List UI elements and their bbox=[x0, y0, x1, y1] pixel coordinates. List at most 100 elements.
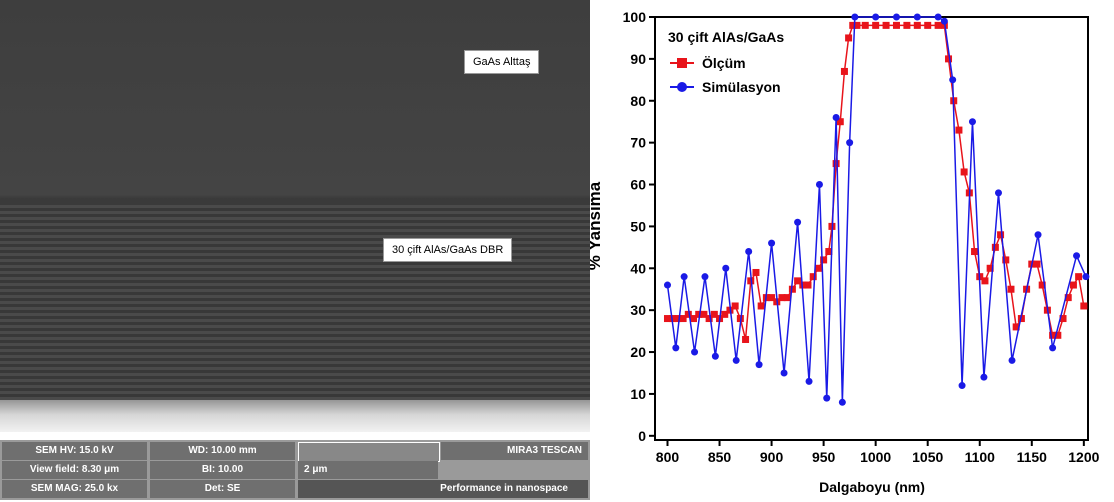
x-tick-label: 1100 bbox=[965, 449, 996, 465]
chart: % Yansıma Dalgaboyu (nm) 30 çift AlAs/Ga… bbox=[590, 9, 1100, 495]
marker bbox=[958, 382, 966, 390]
marker bbox=[832, 114, 840, 122]
marker bbox=[752, 268, 760, 276]
y-tick-label: 60 bbox=[630, 177, 646, 193]
marker bbox=[981, 277, 989, 285]
substrate-label: GaAs Alttaş bbox=[464, 50, 540, 74]
marker bbox=[721, 310, 729, 318]
marker bbox=[840, 67, 848, 75]
x-tick-label: 1050 bbox=[912, 449, 943, 465]
y-tick-label: 100 bbox=[623, 9, 647, 25]
marker bbox=[971, 248, 979, 256]
marker bbox=[892, 13, 900, 21]
marker bbox=[823, 394, 831, 402]
x-tick-label: 900 bbox=[760, 449, 784, 465]
marker bbox=[913, 13, 921, 21]
marker bbox=[845, 34, 853, 42]
marker bbox=[669, 315, 677, 323]
marker bbox=[684, 310, 692, 318]
marker bbox=[794, 277, 802, 285]
marker bbox=[1012, 323, 1020, 331]
marker bbox=[838, 398, 846, 406]
marker bbox=[997, 231, 1005, 239]
marker bbox=[832, 160, 840, 168]
marker bbox=[892, 21, 900, 29]
info-bar: SEM HV: 15.0 kV WD: 10.00 mm View field:… bbox=[0, 440, 590, 500]
y-tick-label: 80 bbox=[630, 93, 646, 109]
y-tick-label: 10 bbox=[630, 386, 646, 402]
brand: MIRA3 TESCAN bbox=[441, 442, 588, 460]
marker bbox=[711, 352, 719, 360]
marker bbox=[783, 294, 791, 302]
legend-marker bbox=[677, 58, 687, 68]
info-cell: View field: 8.30 μm bbox=[2, 461, 147, 479]
marker bbox=[701, 273, 709, 281]
marker bbox=[1038, 281, 1046, 289]
marker bbox=[705, 315, 713, 323]
marker bbox=[679, 315, 687, 323]
y-tick-label: 0 bbox=[638, 428, 646, 444]
marker bbox=[872, 21, 880, 29]
marker bbox=[778, 294, 786, 302]
marker bbox=[674, 315, 682, 323]
marker bbox=[1069, 281, 1077, 289]
slogan: Performance in nanospace bbox=[298, 480, 588, 498]
marker bbox=[882, 21, 890, 29]
marker bbox=[805, 377, 813, 385]
marker bbox=[980, 373, 988, 381]
marker bbox=[745, 248, 753, 256]
marker bbox=[672, 344, 680, 352]
marker bbox=[768, 294, 776, 302]
marker bbox=[814, 264, 822, 272]
legend-label: Ölçüm bbox=[702, 55, 746, 71]
marker bbox=[1059, 315, 1067, 323]
marker bbox=[968, 118, 976, 126]
marker bbox=[663, 281, 671, 289]
y-tick-label: 70 bbox=[630, 135, 646, 151]
marker bbox=[804, 281, 812, 289]
marker bbox=[680, 273, 688, 281]
marker bbox=[1082, 273, 1090, 281]
marker bbox=[780, 369, 788, 377]
y-tick-label: 50 bbox=[630, 218, 646, 234]
marker bbox=[742, 335, 750, 343]
marker bbox=[1033, 260, 1041, 268]
marker bbox=[815, 181, 823, 189]
marker bbox=[663, 315, 671, 323]
marker bbox=[949, 76, 957, 84]
info-cell: BI: 10.00 bbox=[150, 461, 295, 479]
marker bbox=[731, 302, 739, 310]
marker bbox=[710, 310, 718, 318]
y-axis-label: % Yansıma bbox=[590, 181, 604, 270]
marker bbox=[691, 348, 699, 356]
x-tick-label: 1150 bbox=[1017, 449, 1048, 465]
x-tick-label: 850 bbox=[708, 449, 732, 465]
marker bbox=[836, 118, 844, 126]
marker bbox=[1049, 344, 1057, 352]
x-tick-label: 950 bbox=[812, 449, 836, 465]
marker bbox=[794, 218, 802, 226]
x-tick-label: 1200 bbox=[1068, 449, 1099, 465]
marker bbox=[934, 21, 942, 29]
legend-label: Simülasyon bbox=[702, 79, 781, 95]
marker bbox=[700, 310, 708, 318]
marker bbox=[851, 13, 859, 21]
marker bbox=[732, 356, 740, 364]
marker bbox=[846, 139, 854, 147]
marker bbox=[1002, 256, 1010, 264]
y-tick-label: 40 bbox=[630, 260, 646, 276]
x-tick-label: 800 bbox=[656, 449, 680, 465]
marker bbox=[695, 310, 703, 318]
marker bbox=[1007, 285, 1015, 293]
marker bbox=[1034, 231, 1042, 239]
marker bbox=[955, 126, 963, 134]
marker bbox=[690, 315, 698, 323]
marker bbox=[1054, 331, 1062, 339]
dbr-layers bbox=[0, 205, 590, 400]
marker bbox=[991, 243, 999, 251]
marker bbox=[994, 189, 1002, 197]
marker bbox=[1080, 302, 1088, 310]
marker bbox=[934, 13, 942, 21]
x-tick-label: 1000 bbox=[860, 449, 891, 465]
marker bbox=[1008, 356, 1016, 364]
